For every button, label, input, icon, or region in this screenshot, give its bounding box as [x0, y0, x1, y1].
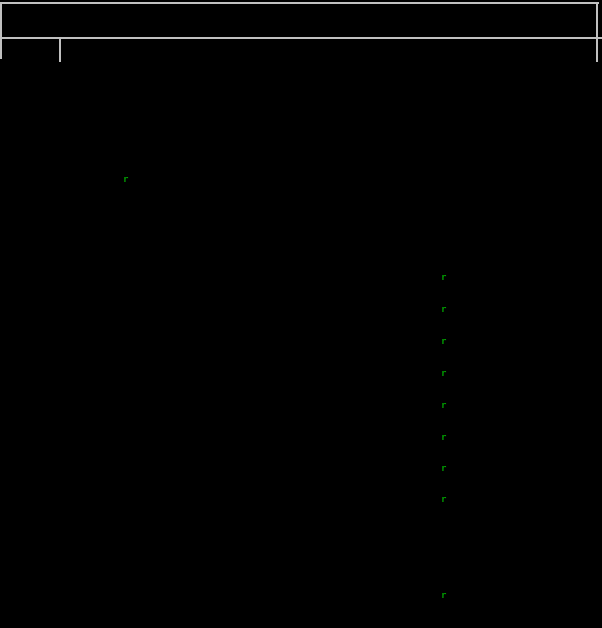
green-glyph-marker: r — [441, 495, 447, 505]
header-table-border-top — [0, 2, 599, 4]
green-glyph-marker: r — [123, 175, 129, 185]
green-glyph-marker: r — [441, 433, 447, 443]
green-glyph-marker: r — [441, 273, 447, 283]
header-table-border-left — [0, 2, 2, 59]
green-glyph-marker: r — [441, 464, 447, 474]
header-table-row-separator — [0, 37, 602, 39]
header-table-border-right — [596, 2, 598, 62]
header-table-cell-divider — [59, 38, 61, 62]
green-glyph-marker: r — [441, 401, 447, 411]
green-glyph-marker: r — [441, 305, 447, 315]
green-glyph-marker: r — [441, 591, 447, 601]
green-glyph-marker: r — [441, 337, 447, 347]
green-glyph-marker: r — [441, 369, 447, 379]
